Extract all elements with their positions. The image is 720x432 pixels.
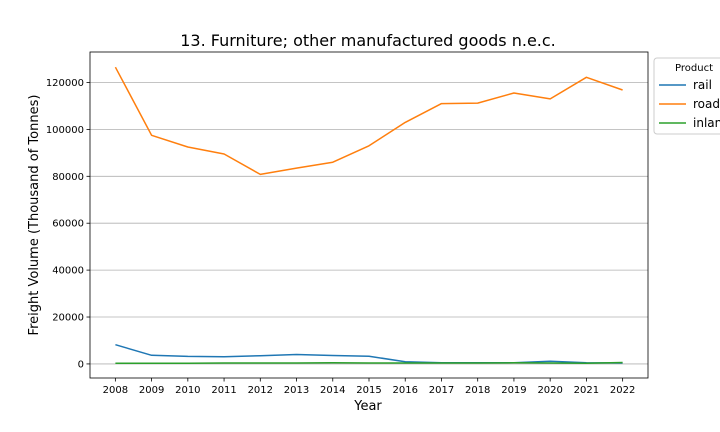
x-tick-label: 2017 <box>429 385 454 396</box>
x-tick-label: 2008 <box>103 385 128 396</box>
x-tick-label: 2015 <box>356 385 381 396</box>
legend-title: Product <box>675 63 713 74</box>
x-tick-label: 2019 <box>501 385 526 396</box>
x-tick-label: 2020 <box>537 385 562 396</box>
legend: Product rail road inland waterway <box>653 57 720 135</box>
legend-label: rail <box>693 78 712 92</box>
series-line-rail <box>115 343 623 364</box>
y-tick-label: 120000 <box>46 78 84 89</box>
series-line-inland-waterway <box>115 361 623 364</box>
y-axis-label: Freight Volume (Thousand of Tonnes) <box>27 95 42 336</box>
plot-area <box>89 51 649 379</box>
chart-title: 13. Furniture; other manufactured goods … <box>180 31 556 50</box>
x-tick-label: 2010 <box>175 385 200 396</box>
y-tick-label: 80000 <box>52 172 84 183</box>
y-axis: 0 20000 40000 60000 80000 100000 120000 <box>46 78 90 370</box>
x-tick-label: 2018 <box>465 385 490 396</box>
x-tick-label: 2012 <box>248 385 273 396</box>
x-tick-label: 2016 <box>393 385 418 396</box>
y-tick-label: 60000 <box>52 219 84 230</box>
legend-box <box>653 57 720 135</box>
series-lines <box>114 66 623 364</box>
series-line-road <box>114 66 623 176</box>
legend-label: road <box>693 97 720 111</box>
legend-label: inland waterway <box>693 116 720 130</box>
x-tick-label: 2013 <box>284 385 309 396</box>
y-tick-label: 0 <box>78 359 84 370</box>
x-axis-label: Year <box>353 399 382 414</box>
x-axis: 2008 2009 2010 2011 2012 2013 2014 2015 2016 2017… <box>103 378 635 396</box>
x-tick-label: 2022 <box>610 385 635 396</box>
y-tick-label: 20000 <box>52 313 84 324</box>
y-tick-label: 100000 <box>46 125 84 136</box>
gridlines <box>90 82 648 365</box>
x-tick-label: 2021 <box>574 385 599 396</box>
x-tick-label: 2011 <box>211 385 236 396</box>
y-tick-label: 40000 <box>52 266 84 277</box>
x-tick-label: 2014 <box>320 385 345 396</box>
x-tick-label: 2009 <box>139 385 164 396</box>
